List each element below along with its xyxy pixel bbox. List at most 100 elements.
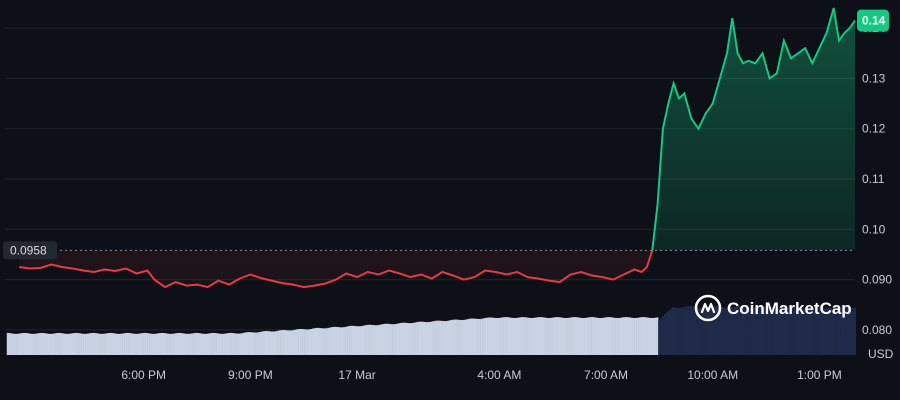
volume-bar xyxy=(290,330,293,355)
volume-bar xyxy=(133,333,137,355)
volume-bar xyxy=(202,333,205,355)
y-tick-label: 0.13 xyxy=(862,71,886,85)
volume-bar xyxy=(763,306,766,355)
volume-bar xyxy=(746,307,749,355)
volume-bar xyxy=(527,317,530,355)
x-tick-label: 1:00 PM xyxy=(797,368,842,382)
volume-bar xyxy=(41,332,45,355)
volume-bar xyxy=(433,321,436,355)
volume-bar xyxy=(622,317,626,355)
volume-bar xyxy=(419,321,422,355)
volume-bar xyxy=(233,333,236,355)
volume-bar xyxy=(771,307,774,355)
volume-bar xyxy=(450,319,454,355)
y-tick-label: 0.12 xyxy=(862,122,886,136)
volume-bar xyxy=(548,318,551,355)
volume-bar xyxy=(591,317,594,355)
volume-bar xyxy=(128,332,131,355)
volume-bar xyxy=(358,326,362,355)
volume-bar xyxy=(620,317,624,355)
volume-bar xyxy=(73,333,76,355)
volume-bar xyxy=(632,318,635,355)
volume-bar xyxy=(714,306,718,355)
last-price-value: 0.14 xyxy=(862,14,886,28)
volume-bar xyxy=(507,317,510,355)
volume-bar xyxy=(245,332,248,355)
volume-bar xyxy=(225,333,229,355)
volume-bar xyxy=(556,317,559,355)
volume-bar xyxy=(75,332,78,355)
volume-bar xyxy=(112,333,115,355)
x-tick-label: 17 Mar xyxy=(338,368,375,382)
volume-bar xyxy=(8,333,11,355)
volume-bar xyxy=(750,307,753,355)
volume-bar xyxy=(268,331,272,355)
volume-bar xyxy=(748,307,751,355)
volume-bar xyxy=(577,317,581,355)
volume-bar xyxy=(59,333,62,355)
x-tick-label: 9:00 PM xyxy=(228,368,273,382)
volume-bar xyxy=(353,325,356,355)
volume-bar xyxy=(798,307,802,355)
volume-bar xyxy=(476,318,479,355)
volume-bar xyxy=(218,333,221,355)
volume-bar xyxy=(566,317,569,355)
volume-bar xyxy=(272,331,276,355)
volume-bar xyxy=(372,325,375,355)
volume-bar xyxy=(669,308,673,355)
volume-bar xyxy=(595,317,598,355)
volume-bar xyxy=(120,333,123,355)
volume-bar xyxy=(270,331,274,355)
volume-bar xyxy=(820,307,823,355)
volume-bar xyxy=(180,333,184,355)
volume-bar xyxy=(665,312,669,355)
volume-bar xyxy=(783,306,786,355)
price-line-below-baseline xyxy=(19,250,654,289)
volume-bar xyxy=(376,325,379,355)
volume-bar xyxy=(155,333,158,355)
volume-bar xyxy=(486,317,489,355)
volume-bar xyxy=(701,307,704,355)
volume-bar xyxy=(828,307,831,355)
volume-bar xyxy=(47,333,51,355)
volume-bar xyxy=(153,333,156,355)
volume-bar xyxy=(71,333,74,355)
volume-bar xyxy=(356,326,360,355)
volume-bar xyxy=(63,333,66,355)
volume-bar xyxy=(423,321,426,355)
volume-bar xyxy=(235,333,238,355)
volume-bar xyxy=(707,307,710,355)
volume-bar xyxy=(513,318,516,355)
volume-bar xyxy=(609,317,612,355)
volume-bar xyxy=(480,318,483,355)
volume-bar xyxy=(710,306,714,355)
volume-bar xyxy=(126,332,129,355)
volume-bar xyxy=(210,333,213,355)
volume-bar xyxy=(439,320,442,355)
volume-bar xyxy=(742,306,745,355)
volume-bar xyxy=(188,333,191,355)
volume-bar xyxy=(264,331,268,355)
volume-bar xyxy=(470,318,473,355)
volume-bar xyxy=(364,325,367,355)
volume-bar xyxy=(370,324,373,355)
volume-bar xyxy=(141,333,144,355)
volume-bar xyxy=(697,307,700,355)
volume-bar xyxy=(40,332,43,355)
volume-bar xyxy=(100,333,103,355)
volume-bar xyxy=(24,332,27,355)
volume-bar xyxy=(313,328,317,355)
volume-bar xyxy=(511,317,514,355)
volume-bar xyxy=(456,319,459,355)
volume-bar xyxy=(460,320,463,355)
volume-bar xyxy=(83,333,86,355)
volume-bar xyxy=(378,324,381,355)
volume-bar xyxy=(560,317,563,355)
volume-bar xyxy=(652,317,655,355)
volume-bar xyxy=(184,333,187,355)
volume-bar xyxy=(640,317,643,355)
volume-bar xyxy=(650,318,653,355)
volume-bar xyxy=(247,332,250,355)
volume-bar xyxy=(834,306,837,355)
area-below-baseline xyxy=(19,250,855,288)
